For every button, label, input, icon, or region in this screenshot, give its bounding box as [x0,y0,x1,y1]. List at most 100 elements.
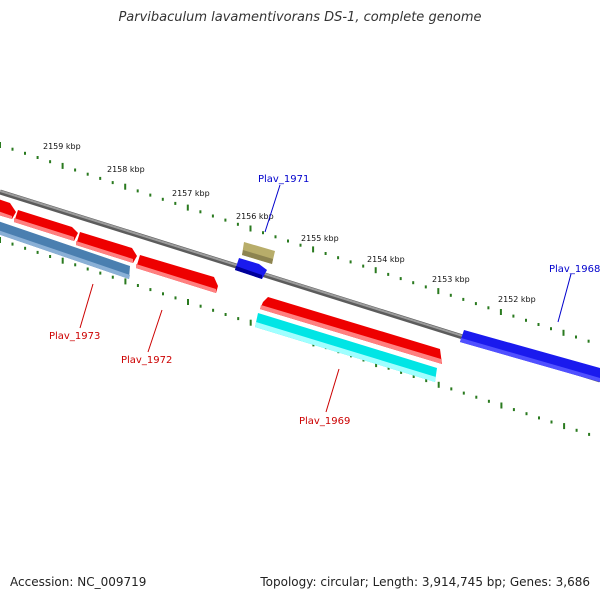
ruler-upper-minor-tick [74,168,77,172]
ruler-lower-minor-tick [237,317,240,321]
ruler-upper-minor-tick [262,231,264,235]
gene-Plav_1972[interactable] [136,255,218,293]
ruler-upper-minor-tick [49,160,52,164]
gene-Plav_1971[interactable] [242,242,275,264]
gene-unlabeled-blue[interactable] [235,258,267,279]
ruler-upper-minor-tick [324,252,327,255]
ruler-upper-minor-tick [11,147,14,151]
ruler-upper-minor-tick [161,197,164,201]
tick-label-2156: 2156 kbp [236,212,274,221]
ruler-lower-minor-tick [24,246,27,250]
ruler-lower-minor-tick [136,284,139,287]
ruler-lower-major-tick [0,237,1,243]
ruler-lower-minor-tick [400,370,403,374]
ruler-upper-minor-tick [24,151,26,155]
ruler-upper-minor-tick [387,272,390,276]
ruler-upper-ticks [0,142,590,343]
ruler-lower-minor-tick [149,288,152,292]
gene-unlabeled-red-2[interactable] [14,210,78,241]
ruler-tick-labels: 2159 kbp 2158 kbp 2157 kbp 2156 kbp 2155… [43,142,536,304]
ruler-upper-major-tick [186,204,189,211]
ruler-lower-minor-tick [550,420,553,424]
ruler-lower-minor-tick [162,292,164,296]
ruler-upper-minor-tick [136,189,139,193]
ruler-upper-minor-tick [550,327,552,331]
ruler-upper-minor-tick [174,201,177,205]
ruler-upper-minor-tick [149,193,152,197]
ruler-upper-minor-tick [537,323,540,326]
ruler-upper-minor-tick [487,306,490,310]
ruler-upper-minor-tick [111,181,114,185]
ruler-upper-minor-tick [512,314,515,318]
ruler-lower-major-tick [124,278,127,285]
ruler-upper-minor-tick [587,339,590,343]
ruler-lower-major-tick [437,381,440,388]
ruler-upper-minor-tick [287,239,289,243]
ruler-upper-minor-tick [299,243,302,247]
ruler-upper-minor-tick [86,172,89,176]
ruler-lower-major-tick [375,361,378,368]
ruler-lower-minor-tick [86,267,89,271]
ruler-lower-minor-tick [387,366,390,370]
gene-Plav_1969[interactable] [255,313,437,382]
ruler-lower-minor-tick [475,395,478,399]
ruler-upper-major-tick [249,225,252,232]
tick-label-2153: 2153 kbp [432,275,470,284]
ruler-upper-major-tick [437,288,440,295]
gene-label-Plav_1971[interactable]: Plav_1971 [258,174,309,185]
gene-label-Plav_1969[interactable]: Plav_1969 [299,416,350,427]
gene-label-Plav_1973[interactable]: Plav_1973 [49,331,100,342]
gene-unlabeled-red-4[interactable] [260,297,442,364]
ruler-upper-minor-tick [449,293,452,297]
ruler-upper-minor-tick [525,318,527,322]
ruler-lower-minor-tick [575,428,578,432]
ruler-lower-minor-tick [224,313,227,316]
ruler-upper-minor-tick [349,260,352,264]
ruler-lower-major-tick [500,402,503,409]
ruler-upper-minor-tick [36,156,39,159]
ruler-lower-major-tick [249,319,252,326]
ruler-lower-minor-tick [99,271,102,275]
gene-label-leaders [79,184,572,413]
ruler-lower-minor-tick [49,255,52,258]
ruler-lower-minor-tick [538,416,540,420]
ruler-upper-major-tick [124,183,127,190]
ruler-lower-minor-tick [588,432,591,436]
ruler-upper-minor-tick [224,218,227,222]
ruler-upper-major-tick [0,142,1,148]
ruler-upper-minor-tick [462,297,465,301]
gene-label-Plav_1972[interactable]: Plav_1972 [121,355,172,366]
ruler-upper-major-tick [374,267,377,274]
ruler-upper-minor-tick [211,214,214,218]
tick-label-2157: 2157 kbp [172,189,210,198]
gene-label-Plav_1968[interactable]: Plav_1968 [549,264,600,275]
ruler-upper-minor-tick [424,285,427,289]
gene-Plav_1968[interactable] [460,330,600,382]
tick-label-2155: 2155 kbp [301,234,339,243]
gene-unlabeled-red-1[interactable] [0,198,16,219]
ruler-lower-minor-tick [512,408,515,412]
ruler-lower-minor-tick [462,391,465,395]
ruler-lower-major-tick [563,423,566,430]
tick-label-2158: 2158 kbp [107,165,145,174]
ruler-upper-minor-tick [362,264,365,268]
ruler-lower-minor-tick [74,263,77,267]
accession-text: Accession: NC_009719 [10,575,147,589]
ruler-lower-major-tick [61,257,64,264]
ruler-upper-minor-tick [337,256,340,260]
tick-label-2152: 2152 kbp [498,295,536,304]
ruler-upper-minor-tick [274,235,277,239]
ruler-lower-minor-tick [487,399,490,403]
ruler-upper-major-tick [312,246,315,253]
ruler-upper-minor-tick [99,176,102,180]
ruler-lower-minor-tick [525,412,528,416]
ruler-upper-minor-tick [236,222,239,226]
gene-Plav_1973[interactable] [0,220,130,279]
ruler-lower-minor-tick [412,375,415,378]
ruler-lower-minor-tick [450,387,453,391]
ruler-upper-minor-tick [575,335,577,339]
gene-unlabeled-red-3[interactable] [76,232,137,263]
ruler-upper-minor-tick [474,302,477,306]
